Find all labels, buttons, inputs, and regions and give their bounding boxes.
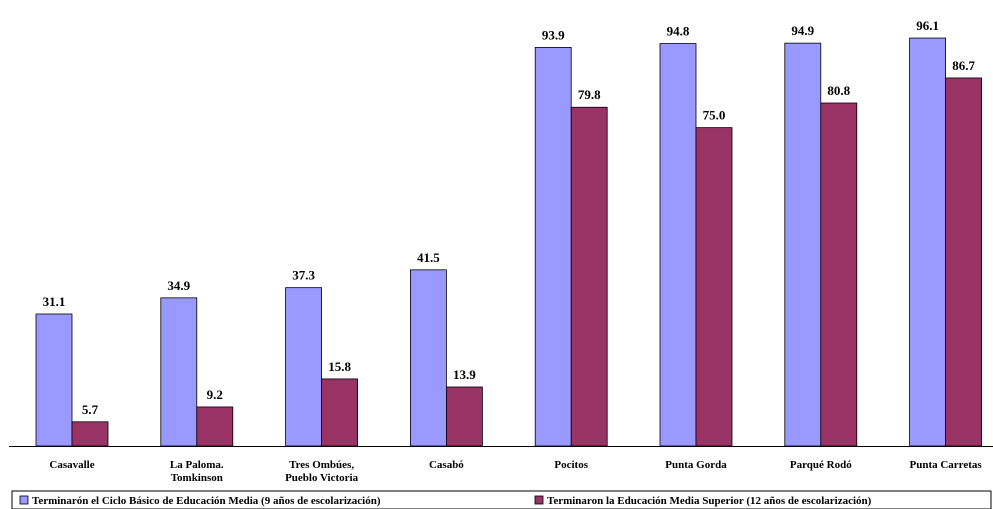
data-label-series1-cat7: 94.9	[791, 23, 814, 38]
bar-series2-cat3	[321, 378, 359, 447]
category-label-7: Parqué Rodó	[790, 459, 852, 471]
data-label-series2-cat2: 9.2	[207, 387, 223, 402]
legend-swatch-2	[534, 495, 544, 505]
bar-series1-cat2	[160, 297, 198, 447]
bar-series2-cat1	[71, 421, 109, 447]
category-label-8: Punta Carretas	[909, 459, 982, 471]
bar-series2-cat8	[945, 77, 982, 447]
legend-box	[11, 490, 992, 509]
legend-swatch-1	[19, 495, 29, 505]
legend-label-1: Terminarón el Ciclo Básico de Educación …	[32, 495, 381, 507]
data-label-series2-cat7: 80.8	[827, 83, 850, 98]
category-label-2: La Paloma. Tomkinson	[170, 459, 224, 484]
data-label-series2-cat5: 79.8	[578, 87, 601, 102]
data-label-series2-cat3: 15.8	[328, 359, 351, 374]
data-label-series1-cat1: 31.1	[43, 294, 66, 309]
category-label-6: Punta Gorda	[665, 459, 727, 471]
bar-series1-cat8	[909, 37, 946, 447]
data-label-series1-cat3: 37.3	[292, 268, 315, 283]
bar-series2-cat2	[196, 406, 234, 447]
category-label-5: Pocitos	[554, 459, 588, 471]
data-label-series1-cat8: 96.1	[916, 18, 939, 33]
category-label-1: Casavalle	[49, 459, 94, 471]
bar-series2-cat6	[695, 127, 733, 447]
data-label-series1-cat6: 94.8	[667, 24, 690, 39]
bar-series1-cat3	[285, 287, 323, 447]
bar-series1-cat4	[409, 269, 447, 447]
data-label-series1-cat4: 41.5	[417, 250, 440, 265]
category-label-3: Tres Ombúes, Pueblo Victoria	[285, 459, 359, 484]
data-label-series1-cat5: 93.9	[542, 27, 565, 42]
bar-series2-cat5	[570, 106, 608, 447]
bar-series1-cat6	[659, 43, 697, 447]
data-label-series1-cat2: 34.9	[167, 278, 190, 293]
data-label-series2-cat4: 13.9	[453, 367, 476, 382]
data-label-series2-cat8: 86.7	[952, 58, 975, 73]
bar-series2-cat7	[820, 102, 858, 447]
legend-label-2: Terminaron la Educación Media Superior (…	[547, 495, 872, 507]
data-label-series2-cat1: 5.7	[82, 402, 99, 417]
bar-labels-group: 31.1 5.7 34.9 9.2 37.3 15.8 41.5 13.9 93.9 79.8 94…	[43, 18, 976, 417]
category-labels-group: Casavalle La Paloma. Tomkinson Tres Ombúes,…	[49, 459, 982, 484]
bar-series1-cat5	[534, 46, 572, 447]
bar-series1-cat1	[35, 313, 73, 447]
legend: Terminarón el Ciclo Básico de Educación …	[11, 490, 992, 509]
data-label-series2-cat6: 75.0	[703, 108, 726, 123]
bar-series1-cat7	[784, 42, 822, 447]
category-label-4: Casabó	[429, 459, 464, 471]
bar-series2-cat4	[445, 386, 483, 447]
bars-group	[35, 37, 982, 447]
